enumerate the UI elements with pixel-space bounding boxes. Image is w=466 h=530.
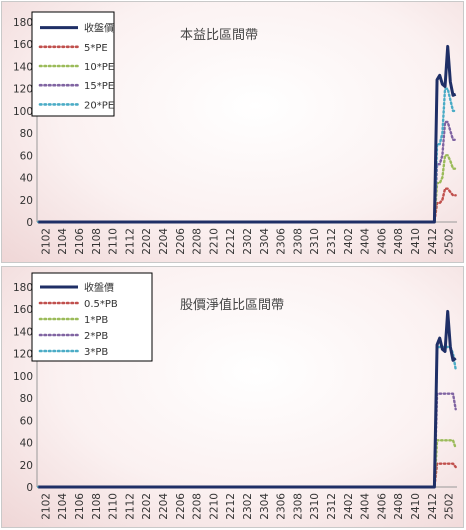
legend-label: 3*PB: [84, 347, 108, 358]
series-line-band-4: [37, 345, 457, 489]
x-tick-label: 2202: [141, 493, 153, 520]
pb-band-chart: 0 20 40 60 80 100 120 140 160 180 2102 2104 2106 2108…: [13, 272, 457, 520]
pe-band-chart-panel: 0 20 40 60 80 100 120 140 160 180 2102 2104 2106 2108…: [1, 1, 464, 263]
x-tick-label: 2406: [376, 228, 388, 255]
legend-label: 2*PB: [84, 331, 108, 342]
series-line-band-2: [37, 154, 457, 224]
series-line-band-3: [37, 392, 457, 489]
x-tick-label: 2208: [192, 228, 204, 255]
y-tick-label: 160: [13, 39, 33, 51]
legend-label: 0.5*PB: [84, 299, 118, 310]
legend-box: [31, 11, 115, 117]
y-tick-label: 40: [20, 173, 33, 185]
y-tick-label: 100: [13, 106, 33, 118]
y-tick-label: 80: [20, 393, 33, 405]
x-tick-label: 2206: [175, 228, 187, 255]
x-tick-label: 2312: [326, 493, 338, 520]
x-tick-label: 2202: [141, 228, 153, 255]
pe-band-chart: 0 20 40 60 80 100 120 140 160 180 2102 2104 2106 2108…: [13, 11, 457, 255]
series-line-close-price: [38, 309, 457, 489]
x-tick-label: 2108: [91, 493, 103, 520]
y-tick-label: 0: [26, 482, 33, 494]
series-line-band-3: [37, 120, 457, 224]
y-tick-label: 160: [13, 304, 33, 316]
x-tick-label: 2406: [376, 493, 388, 520]
y-tick-label: 120: [13, 84, 33, 96]
legend-label: 20*PE: [84, 100, 114, 111]
y-tick-label: 20: [20, 195, 33, 207]
y-tick-label: 20: [20, 460, 33, 472]
y-tick-label: 120: [13, 349, 33, 361]
x-tick-label: 2104: [57, 228, 69, 255]
x-tick-label: 2206: [175, 493, 187, 520]
x-tick-label: 2302: [242, 493, 254, 520]
x-tick-label: 2412: [427, 228, 439, 255]
x-tick-label: 2102: [40, 228, 52, 255]
y-tick-label: 60: [20, 415, 33, 427]
legend-label: 1*PB: [84, 315, 108, 326]
x-tick-label: 2112: [124, 228, 136, 255]
x-tick-label: 2106: [74, 228, 86, 255]
x-tick-label: 2210: [208, 228, 220, 255]
x-tick-label: 2402: [343, 493, 355, 520]
y-tick-label: 60: [20, 150, 33, 162]
x-tick-label: 2412: [427, 493, 439, 520]
series-line-band-1: [37, 187, 457, 224]
x-tick-label: 2102: [40, 493, 52, 520]
x-tick-label: 2108: [91, 228, 103, 255]
series-line-close-price: [38, 44, 457, 224]
x-tick-label: 2306: [276, 493, 288, 520]
x-tick-label: 2310: [309, 228, 321, 255]
x-tick-label: 2408: [393, 493, 405, 520]
y-tick-label: 180: [13, 282, 33, 294]
x-tick-label: 2204: [158, 493, 170, 520]
pb-band-chart-panel: 0 20 40 60 80 100 120 140 160 180 2102 2104 2106 2108…: [1, 266, 464, 528]
x-tick-label: 2404: [360, 228, 372, 255]
y-tick-label: 0: [26, 217, 33, 229]
y-tick-label: 80: [20, 128, 33, 140]
y-tick-label: 180: [13, 17, 33, 29]
x-tick-label: 2212: [225, 493, 237, 520]
x-tick-label: 2212: [225, 228, 237, 255]
x-tick-label: 2302: [242, 228, 254, 255]
series-line-band-2: [37, 439, 457, 489]
legend-label: 5*PE: [84, 43, 108, 54]
x-tick-label: 2404: [360, 493, 372, 520]
y-tick-label: 40: [20, 438, 33, 450]
x-tick-label: 2502: [444, 493, 456, 520]
x-tick-label: 2106: [74, 493, 86, 520]
x-tick-label: 2308: [292, 228, 304, 255]
x-tick-label: 2410: [410, 228, 422, 255]
x-tick-label: 2112: [124, 493, 136, 520]
x-tick-label: 2408: [393, 228, 405, 255]
x-tick-label: 2204: [158, 228, 170, 255]
x-tick-label: 2304: [259, 493, 271, 520]
x-tick-label: 2402: [343, 228, 355, 255]
legend-label: 收盤價: [84, 281, 114, 294]
x-tick-label: 2208: [192, 493, 204, 520]
x-tick-label: 2110: [108, 493, 120, 520]
x-tick-label: 2312: [326, 228, 338, 255]
legend-label: 收盤價: [84, 22, 114, 35]
x-tick-label: 2210: [208, 493, 220, 520]
chart-title: 本益比區間帶: [180, 28, 258, 43]
x-tick-label: 2110: [108, 228, 120, 255]
x-tick-label: 2304: [259, 228, 271, 255]
x-tick-label: 2310: [309, 493, 321, 520]
series-line-band-1: [37, 462, 457, 489]
x-tick-label: 2410: [410, 493, 422, 520]
y-tick-label: 140: [13, 61, 33, 73]
x-tick-label: 2104: [57, 493, 69, 520]
legend-label: 15*PE: [84, 81, 114, 92]
x-tick-label: 2502: [444, 228, 456, 255]
x-tick-label: 2308: [292, 493, 304, 520]
y-tick-label: 140: [13, 326, 33, 338]
x-tick-label: 2306: [276, 228, 288, 255]
y-tick-label: 100: [13, 371, 33, 383]
chart-title: 股價淨值比區間帶: [180, 297, 284, 313]
legend-label: 10*PE: [84, 62, 114, 73]
